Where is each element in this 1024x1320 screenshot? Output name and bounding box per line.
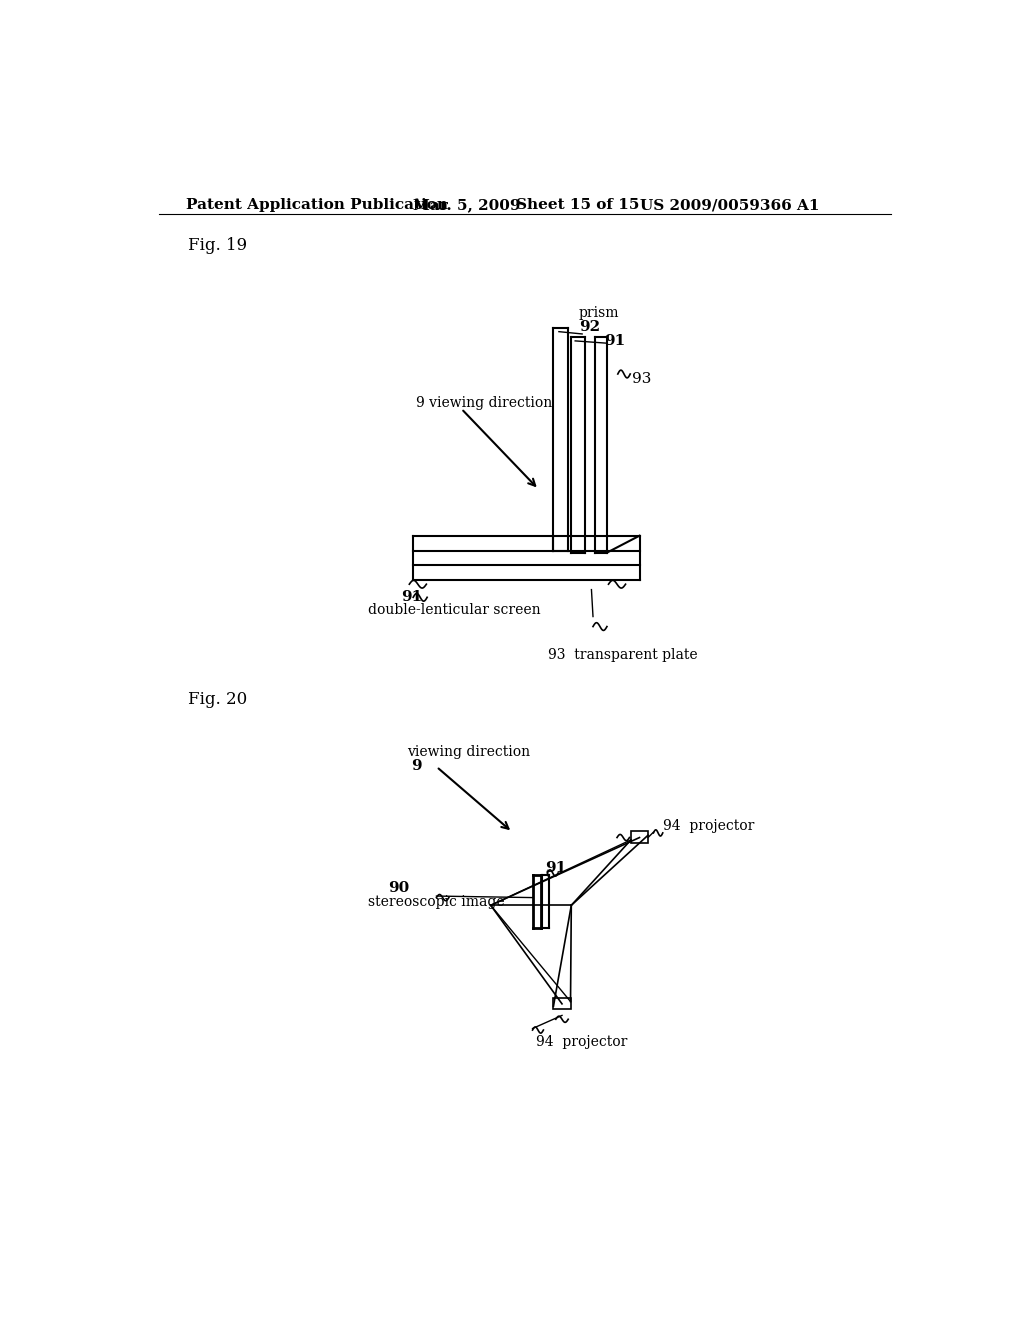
Bar [631, 832, 648, 843]
Text: 93: 93 [632, 372, 651, 387]
Text: 90: 90 [388, 880, 410, 895]
Text: prism: prism [579, 306, 620, 321]
Text: US 2009/0059366 A1: US 2009/0059366 A1 [640, 198, 819, 213]
Text: 9 viewing direction: 9 viewing direction [417, 396, 553, 409]
Text: 91: 91 [400, 590, 422, 603]
Text: 92: 92 [579, 321, 600, 334]
Bar [554, 998, 570, 1010]
Text: 93  transparent plate: 93 transparent plate [548, 648, 697, 663]
Text: stereoscopic image: stereoscopic image [369, 895, 505, 908]
Text: Patent Application Publication: Patent Application Publication [186, 198, 449, 213]
Text: Fig. 20: Fig. 20 [188, 692, 248, 709]
Text: viewing direction: viewing direction [407, 744, 530, 759]
Text: Fig. 19: Fig. 19 [188, 238, 248, 253]
Text: 94  projector: 94 projector [663, 818, 754, 833]
Text: double-lenticular screen: double-lenticular screen [369, 603, 541, 618]
Text: 94  projector: 94 projector [537, 1035, 628, 1048]
Text: 91: 91 [604, 334, 625, 348]
Text: 9: 9 [411, 759, 422, 774]
Text: Mar. 5, 2009: Mar. 5, 2009 [414, 198, 520, 213]
Text: Sheet 15 of 15: Sheet 15 of 15 [515, 198, 639, 213]
Text: 91: 91 [545, 861, 566, 875]
